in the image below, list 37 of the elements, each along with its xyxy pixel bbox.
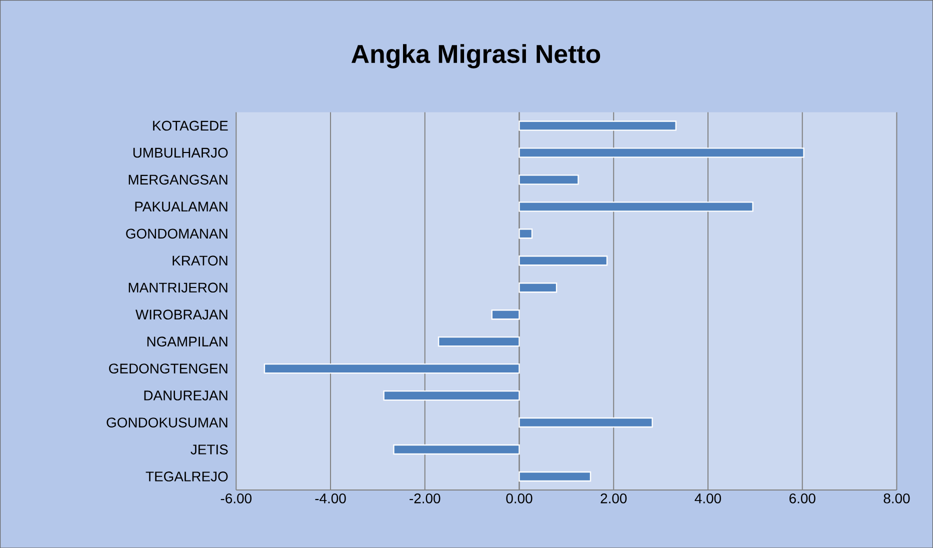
bar [518, 471, 592, 482]
bar [491, 309, 520, 320]
y-tick-label: MERGANGSAN [128, 174, 228, 185]
chart-title: Angka Migrasi Netto [352, 44, 600, 68]
x-tick-label: 4.00 [694, 493, 722, 504]
y-tick-label: NGAMPILAN [147, 336, 228, 346]
y-tick-label: KRATON [172, 256, 228, 266]
bar [518, 120, 676, 131]
y-tick-label: GEDONGTENGEN [109, 364, 228, 374]
x-tick-label: -6.00 [220, 493, 252, 504]
y-tick-label: JETIS [190, 444, 228, 454]
y-tick-label: DANUREJAN [144, 390, 228, 400]
y-tick-label: WIROBRAJAN [136, 310, 228, 320]
bar [518, 255, 608, 266]
x-tick-label: -4.00 [315, 493, 346, 504]
bar [264, 363, 520, 374]
x-tick-label: 8.00 [884, 493, 910, 504]
bar [518, 147, 804, 158]
bar [518, 201, 754, 212]
y-tick-label: GONDOMANAN [126, 228, 228, 238]
bar [438, 336, 520, 347]
y-tick-label: KOTAGEDE [153, 120, 228, 131]
bar [393, 444, 520, 454]
bar [383, 390, 520, 401]
x-tick-label: 2.00 [600, 493, 627, 504]
y-tick-label: MANTRIJERON [128, 282, 228, 292]
bar [518, 174, 579, 185]
y-tick-label: UMBULHARJO [133, 148, 228, 158]
y-tick-label: GONDOKUSUMAN [106, 417, 228, 428]
x-tick-label: 6.00 [789, 493, 816, 504]
bar [518, 417, 653, 428]
y-tick-label: TEGALREJO [146, 471, 228, 482]
y-tick-label: PAKUALAMAN [135, 202, 228, 212]
x-tick-label: -2.00 [410, 493, 440, 504]
bar [518, 282, 558, 293]
bar [518, 228, 533, 239]
x-tick-label: 0.00 [506, 493, 532, 504]
